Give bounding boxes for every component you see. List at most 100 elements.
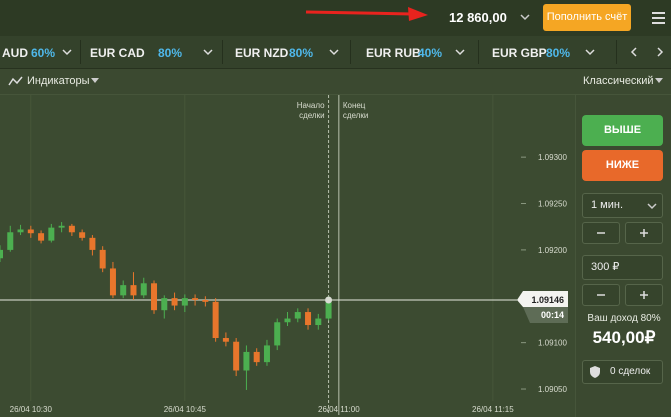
price-chart: 26/04 10:30 26/04 10:45 26/04 11:00 26/04 1… bbox=[0, 95, 575, 417]
chart-style-caret[interactable] bbox=[655, 78, 663, 84]
y-tick-label: 1.09100 bbox=[538, 339, 567, 348]
candle-body bbox=[233, 341, 240, 371]
candle-body bbox=[130, 285, 137, 296]
tab-symbol[interactable]: EUR GBP bbox=[492, 46, 547, 60]
candle-body bbox=[38, 233, 45, 241]
tab-symbol[interactable]: EUR CAD bbox=[90, 46, 145, 60]
expiry-plus[interactable] bbox=[625, 222, 663, 244]
tab-payout[interactable]: 60% bbox=[31, 46, 56, 60]
expiry-minus[interactable] bbox=[582, 222, 620, 244]
timer-label: 00:14 bbox=[541, 310, 564, 320]
asset-tabs: AUD 60% EUR CAD 80% EUR NZD 80% EUR RUB … bbox=[0, 36, 671, 69]
x-tick-label: 26/04 10:30 bbox=[10, 405, 53, 414]
trade-panel: ВЫШЕ НИЖЕ 1 мин. 300 ₽ Ваш доход 80% 540… bbox=[575, 95, 671, 417]
tab-payout[interactable]: 80% bbox=[158, 46, 183, 60]
candle-body bbox=[171, 298, 178, 306]
candle-body bbox=[120, 285, 127, 296]
balance[interactable]: 12 860,00 bbox=[449, 10, 507, 25]
tab-icons bbox=[62, 47, 664, 57]
candle-body bbox=[151, 283, 158, 311]
up-button[interactable]: ВЫШЕ bbox=[582, 115, 663, 146]
candle-body bbox=[192, 298, 199, 300]
candle-body bbox=[222, 338, 229, 342]
tab-chevron[interactable] bbox=[585, 49, 595, 56]
candle-body bbox=[212, 301, 219, 339]
chart-style-menu[interactable]: Классический bbox=[583, 75, 654, 87]
tab-separator bbox=[222, 40, 223, 64]
candle-body bbox=[181, 298, 188, 306]
candle-body bbox=[89, 237, 96, 250]
tab-chevron[interactable] bbox=[62, 49, 72, 56]
tab-chevron[interactable] bbox=[203, 49, 213, 56]
trades-icon bbox=[590, 366, 600, 378]
amount-input[interactable]: 300 ₽ bbox=[582, 255, 663, 280]
down-button[interactable]: НИЖЕ bbox=[582, 150, 663, 181]
y-tick-label: 1.09200 bbox=[538, 246, 567, 255]
chart-background bbox=[0, 95, 575, 417]
tab-payout[interactable]: 80% bbox=[289, 46, 314, 60]
x-tick-label: 26/04 10:45 bbox=[164, 405, 207, 414]
expiry-chevron[interactable] bbox=[646, 201, 658, 211]
price-dot bbox=[325, 296, 333, 304]
tab-payout[interactable]: 80% bbox=[546, 46, 571, 60]
candle-body bbox=[325, 299, 332, 319]
payout-label: Ваш доход 80% bbox=[587, 313, 661, 324]
candle-body bbox=[58, 225, 65, 228]
tab-payout[interactable]: 40% bbox=[418, 46, 443, 60]
timer-box bbox=[523, 306, 568, 323]
candle-body bbox=[79, 232, 86, 238]
toolbar: Индикаторы Классический bbox=[0, 69, 671, 95]
candle-body bbox=[7, 232, 14, 250]
candle-body bbox=[109, 268, 116, 296]
price-label: 1.09146 bbox=[531, 295, 564, 305]
candle-body bbox=[99, 249, 106, 269]
tab-separator bbox=[80, 40, 81, 64]
indicators-caret[interactable] bbox=[91, 78, 99, 84]
tab-chevron[interactable] bbox=[455, 49, 465, 56]
candle-body bbox=[294, 312, 301, 319]
red-arrow bbox=[305, 7, 428, 21]
y-tick-label: 1.09300 bbox=[538, 153, 567, 162]
deal-label: Конец bbox=[343, 101, 366, 110]
candle-body bbox=[263, 345, 270, 363]
candle-body bbox=[305, 312, 312, 326]
deal-label: Начало bbox=[297, 101, 325, 110]
candle-body bbox=[274, 322, 281, 346]
menu-icon[interactable] bbox=[651, 10, 667, 26]
tab-symbol[interactable]: EUR RUB bbox=[366, 46, 421, 60]
candle-body bbox=[0, 249, 3, 259]
indicators-menu[interactable]: Индикаторы bbox=[27, 75, 90, 87]
tab-symbol[interactable]: AUD bbox=[2, 46, 28, 60]
candle-body bbox=[48, 227, 55, 241]
tab-separator bbox=[478, 40, 479, 64]
candle-body bbox=[140, 283, 147, 296]
scroll-right[interactable] bbox=[657, 47, 664, 57]
candle-body bbox=[161, 298, 168, 311]
amount-plus[interactable] bbox=[625, 284, 663, 306]
deposit-button[interactable]: Пополнить счёт bbox=[543, 4, 631, 31]
candle-body bbox=[17, 229, 24, 233]
candle-body bbox=[27, 229, 34, 234]
candle-body bbox=[243, 351, 250, 371]
payout-value: 540,00₽ bbox=[592, 328, 656, 347]
candle-body bbox=[253, 351, 260, 363]
tab-symbol[interactable]: EUR NZD bbox=[235, 46, 289, 60]
scroll-left[interactable] bbox=[630, 47, 637, 57]
y-tick-label: 1.09050 bbox=[538, 385, 567, 394]
amount-minus[interactable] bbox=[582, 284, 620, 306]
candle-body bbox=[68, 225, 75, 233]
balance-chevron[interactable] bbox=[519, 12, 531, 22]
tab-separator bbox=[616, 40, 617, 64]
tab-chevron[interactable] bbox=[329, 49, 339, 56]
candle-body bbox=[202, 299, 209, 302]
deal-label: сделки bbox=[299, 111, 325, 120]
price-box bbox=[517, 290, 568, 307]
indicators-icon[interactable] bbox=[8, 75, 24, 87]
tab-separator bbox=[350, 40, 351, 64]
deal-label: сделки bbox=[343, 111, 369, 120]
x-tick-label: 26/04 11:15 bbox=[472, 405, 514, 414]
y-tick-label: 1.09250 bbox=[538, 200, 567, 209]
candle-body bbox=[284, 318, 291, 323]
top-bar: 12 860,00 Пополнить счёт bbox=[0, 0, 671, 36]
